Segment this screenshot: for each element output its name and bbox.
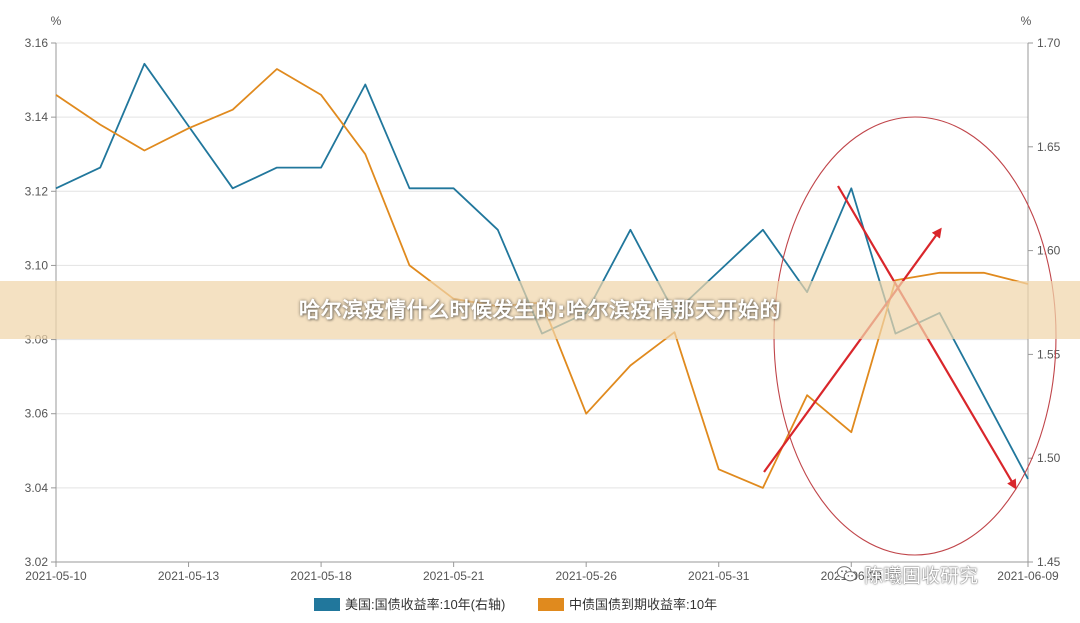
x-tick-label: 2021-06-09 — [997, 569, 1059, 583]
watermark: 陈曦固收研究 — [836, 560, 978, 588]
up-arrow — [763, 227, 942, 473]
series-line-us-10y — [55, 62, 1029, 480]
left-tick-label: 3.02 — [25, 555, 49, 569]
left-tick-label: 3.14 — [25, 110, 49, 124]
left-tick-label: 3.10 — [25, 258, 49, 272]
legend-swatch-cn — [538, 598, 564, 611]
left-axis-unit: % — [51, 14, 62, 28]
x-tick-label: 2021-05-18 — [290, 569, 352, 583]
right-axis-ticks: 1.45 1.50 1.55 1.60 1.65 1.70 — [1028, 36, 1061, 569]
legend-label-cn: 中债国债到期收益率:10年 — [569, 597, 717, 612]
left-tick-label: 3.16 — [25, 36, 49, 50]
right-tick-label: 1.45 — [1037, 555, 1061, 569]
page-title: 哈尔滨疫情什么时候发生的:哈尔滨疫情那天开始的 — [299, 298, 781, 322]
x-tick-label: 2021-05-21 — [423, 569, 485, 583]
legend: 美国:国债收益率:10年(右轴) 中债国债到期收益率:10年 — [314, 597, 717, 612]
legend-swatch-us — [314, 598, 340, 611]
gridlines — [56, 42, 1028, 489]
left-tick-label: 3.12 — [25, 184, 49, 198]
right-tick-label: 1.65 — [1037, 140, 1061, 154]
watermark-text: 陈曦固收研究 — [864, 564, 979, 587]
x-tick-label: 2021-05-10 — [25, 569, 87, 583]
right-tick-label: 1.70 — [1037, 36, 1061, 50]
series-lines — [55, 62, 1029, 489]
title-banner — [0, 281, 1080, 339]
left-tick-label: 3.06 — [25, 407, 49, 421]
series-line-cn-10y — [55, 68, 1029, 489]
wechat-icon — [836, 566, 857, 582]
x-tick-label: 2021-05-31 — [688, 569, 750, 583]
legend-label-us: 美国:国债收益率:10年(右轴) — [345, 597, 505, 612]
left-tick-label: 3.04 — [25, 481, 49, 495]
right-axis-unit: % — [1021, 14, 1032, 28]
right-tick-label: 1.60 — [1037, 244, 1061, 258]
x-tick-label: 2021-05-26 — [555, 569, 617, 583]
x-axis-ticks: 2021-05-10 2021-05-13 2021-05-18 2021-05-21… — [25, 562, 1059, 583]
right-tick-label: 1.55 — [1037, 347, 1061, 361]
right-tick-label: 1.50 — [1037, 451, 1061, 465]
x-tick-label: 2021-05-13 — [158, 569, 220, 583]
